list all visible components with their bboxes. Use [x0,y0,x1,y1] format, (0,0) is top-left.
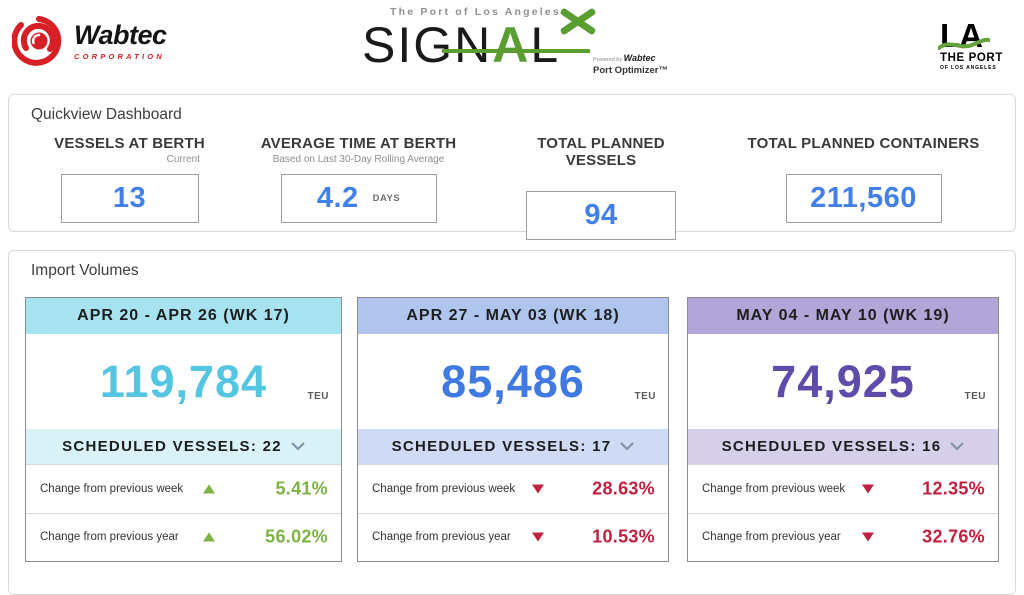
port-of-la-logo: LA THE PORT OF LOS ANGELES [938,19,1008,72]
signal-green-a: A [492,17,531,73]
change-row: Change from previous week 28.63% [358,464,668,513]
import-card-week18: APR 27 - MAY 03 (WK 18) 85,486 TEU SCHED… [357,297,669,562]
scheduled-vessels-expander[interactable]: SCHEDULED VESSELS: 16 [688,429,998,464]
metric-value: 4.2 [316,182,359,214]
teu-unit-label: TEU [307,391,329,402]
change-label: Change from previous week [40,482,184,495]
of-los-angeles-label: OF LOS ANGELES [940,65,997,72]
metric-label: VESSELS AT BERTH [54,135,205,152]
metric-total-planned-vessels: TOTAL PLANNED VESSELS 94 [501,135,701,240]
wabtec-spiral-icon [12,16,62,66]
la-green-wave-icon [938,37,990,50]
change-value: 32.76% [922,526,985,547]
metric-value: 13 [112,182,147,214]
signal-letters-left: SIGN [362,17,493,73]
change-value: 5.41% [275,478,328,499]
trend-up-icon [202,532,215,542]
card-week-range-header: MAY 04 - MAY 10 (WK 19) [688,298,998,334]
metric-label: TOTAL PLANNED VESSELS [537,135,665,169]
metric-vessels-at-berth: VESSELS AT BERTH Current 13 [27,135,232,223]
metric-unit-label: DAYS [372,193,401,204]
metric-average-time-at-berth: AVERAGE TIME AT BERTH Based on Last 30-D… [251,135,466,223]
change-label: Change from previous week [372,482,516,495]
chevron-down-icon [620,442,635,451]
metric-value-box: 211,560 [785,174,942,223]
quickview-dashboard-section: Quickview Dashboard VESSELS AT BERTH Cur… [8,94,1016,240]
change-label: Change from previous year [40,531,179,544]
metric-label: AVERAGE TIME AT BERTH [260,135,457,152]
metric-label: TOTAL PLANNED CONTAINERS [747,135,980,152]
the-port-label: THE PORT [940,52,1003,65]
metric-value-box: 13 [60,174,199,223]
scheduled-vessels-label: SCHEDULED VESSELS: 16 [721,438,942,455]
trend-down-icon [861,532,874,542]
trend-down-icon [531,532,544,542]
page-header: Wabtec CORPORATION The Port of Los Angel… [0,0,1024,92]
import-volumes-section-title: Import Volumes [31,262,139,279]
trend-up-icon [202,484,215,494]
signal-wabtec-brand: Wabtec [623,52,656,63]
signal-powered-by-label: Powered by [593,56,624,63]
scheduled-vessels-expander[interactable]: SCHEDULED VESSELS: 17 [358,429,668,464]
card-week-range-header: APR 20 - APR 26 (WK 17) [26,298,341,334]
trend-down-icon [861,484,874,494]
import-card-week19: MAY 04 - MAY 10 (WK 19) 74,925 TEU SCHED… [687,297,999,562]
scheduled-vessels-expander[interactable]: SCHEDULED VESSELS: 22 [26,429,341,464]
metric-value: 211,560 [810,182,917,214]
change-value: 56.02% [265,526,328,547]
metric-sublabel: Based on Last 30-Day Rolling Average [272,154,445,165]
metric-sublabel: Current [166,154,200,165]
metric-value-box: 4.2 DAYS [280,174,437,223]
signal-port-optimizer-label: Port Optimizer™ [593,65,668,77]
trend-down-icon [531,484,544,494]
import-card-week17: APR 20 - APR 26 (WK 17) 119,784 TEU SCHE… [25,297,342,562]
teu-value: 119,784 [99,355,268,407]
change-row: Change from previous year 10.53% [358,512,668,561]
teu-value: 74,925 [771,355,915,407]
signal-logo: The Port of Los Angeles SIGNAL Powered b… [362,6,668,77]
metric-value: 94 [584,199,618,231]
metric-value-box: 94 [526,191,676,240]
import-volumes-section: Import Volumes APR 20 - APR 26 (WK 17) 1… [8,250,1016,595]
change-label: Change from previous year [372,531,511,544]
change-row: Change from previous year 56.02% [26,512,341,561]
metric-total-planned-containers: TOTAL PLANNED CONTAINERS 211,560 [741,135,986,223]
change-value: 12.35% [922,478,985,499]
teu-value: 85,486 [441,355,585,407]
chevron-down-icon [950,442,965,451]
change-row: Change from previous year 32.76% [688,512,998,561]
wabtec-corporation-label: CORPORATION [74,51,165,61]
change-row: Change from previous week 5.41% [26,464,341,513]
signal-port-of-la-label: The Port of Los Angeles [390,6,561,18]
metric-sublabel [501,171,701,184]
signal-windmill-icon [558,7,598,36]
wabtec-logo: Wabtec CORPORATION [12,14,167,68]
chevron-down-icon [291,442,305,451]
scheduled-vessels-label: SCHEDULED VESSELS: 22 [62,438,282,455]
teu-unit-label: TEU [634,391,656,402]
quickview-section-title: Quickview Dashboard [31,106,182,123]
teu-unit-label: TEU [964,391,986,402]
metric-sublabel [741,154,986,167]
signal-green-bar [442,49,656,53]
change-value: 10.53% [592,526,655,547]
change-row: Change from previous week 12.35% [688,464,998,513]
change-label: Change from previous week [702,482,846,495]
signal-letters-right: L [530,17,561,73]
card-week-range-header: APR 27 - MAY 03 (WK 18) [358,298,668,334]
change-label: Change from previous year [702,531,841,544]
scheduled-vessels-label: SCHEDULED VESSELS: 17 [391,438,612,455]
change-value: 28.63% [592,478,655,499]
wabtec-wordmark: Wabtec [74,19,167,50]
